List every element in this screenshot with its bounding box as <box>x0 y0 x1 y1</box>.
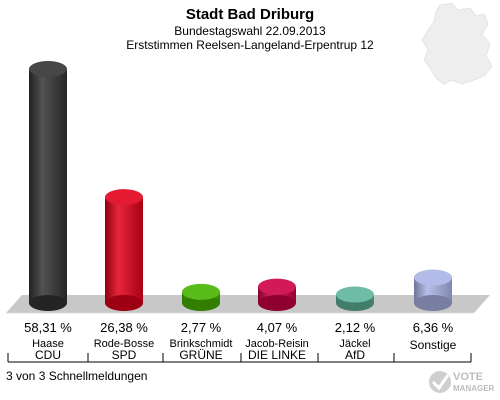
value-label: 26,38 % <box>100 320 148 335</box>
bar-spd <box>105 189 143 311</box>
vote-manager-logo: VOTE MANAGER <box>429 371 495 393</box>
bar-cdu <box>29 61 67 311</box>
candidate-label: Haase <box>32 338 64 350</box>
germany-map-icon <box>421 2 493 85</box>
svg-text:VOTE: VOTE <box>453 371 483 383</box>
value-label: 4,07 % <box>257 320 298 335</box>
bar-afd <box>336 286 374 311</box>
bars-group <box>29 61 452 311</box>
svg-text:MANAGER: MANAGER <box>453 384 495 393</box>
party-label: GRÜNE <box>179 348 222 362</box>
label-separator <box>7 353 472 363</box>
party-label: SPD <box>112 348 137 362</box>
bar-die-linke <box>258 278 296 311</box>
value-label: 58,31 % <box>24 320 72 335</box>
candidate-label: Jäckel <box>339 338 370 350</box>
party-label: AfD <box>345 348 365 362</box>
status-text: 3 von 3 Schnellmeldungen <box>6 369 147 383</box>
chart-subtitle: Bundestagswahl 22.09.2013 <box>174 24 326 38</box>
value-label: 2,12 % <box>335 320 376 335</box>
bar-sonstige <box>414 269 452 311</box>
candidate-label: Jacob-Reisin <box>245 338 309 350</box>
chart-title: Stadt Bad Driburg <box>186 6 314 23</box>
party-label: CDU <box>35 348 61 362</box>
party-label: Sonstige <box>410 338 457 352</box>
candidate-label: Rode-Bosse <box>94 338 155 350</box>
party-label: DIE LINKE <box>248 348 306 362</box>
chart-subtitle-2: Erststimmen Reelsen-Langeland-Erpentrup … <box>126 38 374 52</box>
value-label: 6,36 % <box>413 320 454 335</box>
value-label: 2,77 % <box>181 320 222 335</box>
candidate-label: Brinkschmidt <box>170 338 233 350</box>
bar-gr-ne <box>182 283 220 311</box>
